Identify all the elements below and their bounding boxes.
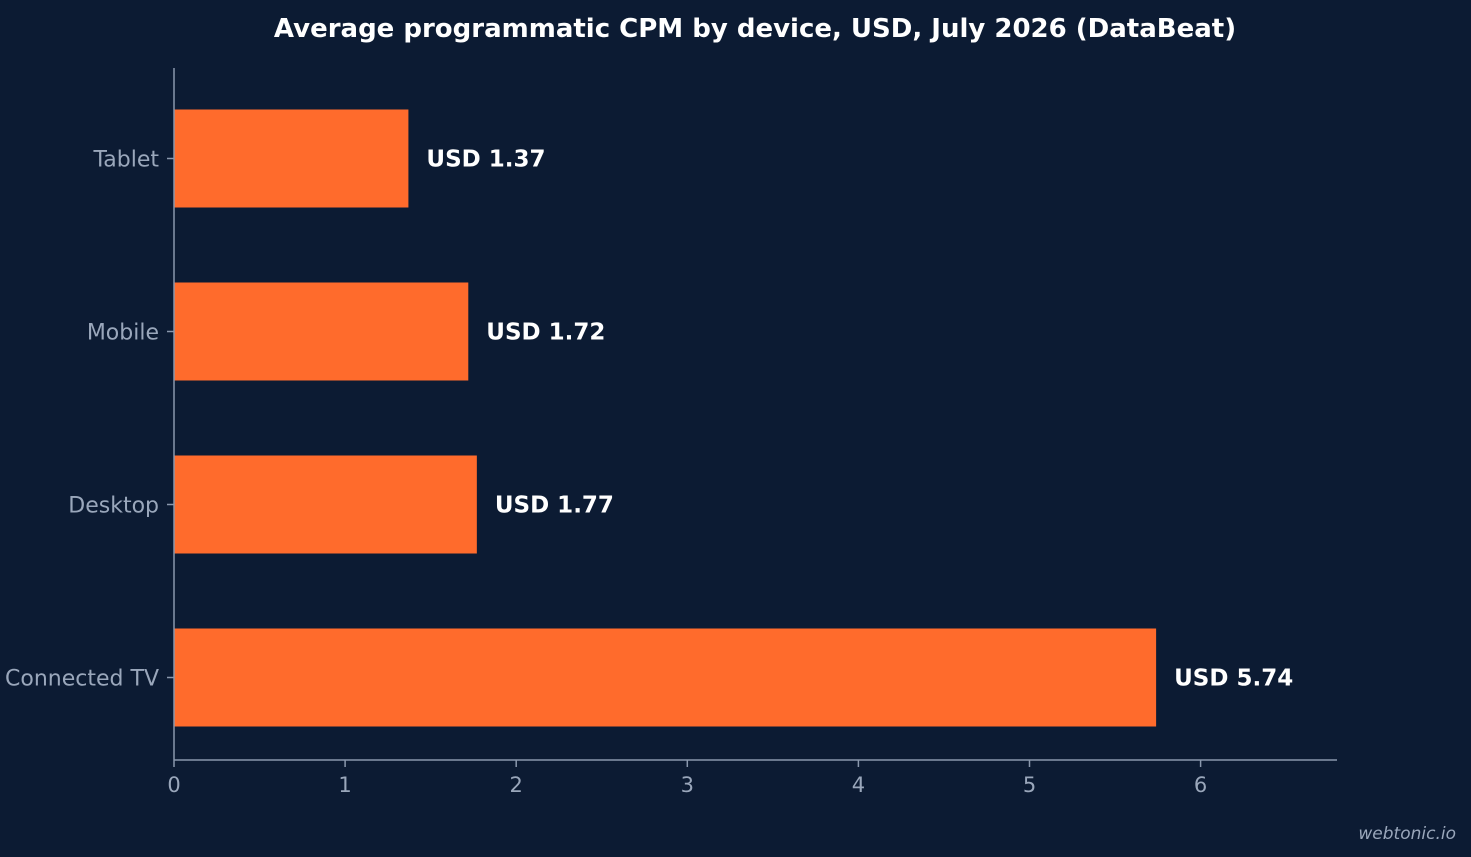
bar-connected-tv — [174, 628, 1157, 727]
bars-layer: USD 1.37 USD 1.72 USD 1.77 USD 5.74 — [174, 109, 1293, 727]
x-tick-label: 4 — [852, 773, 865, 797]
x-tick-label: 3 — [681, 773, 694, 797]
chart-title: Average programmatic CPM by device, USD,… — [274, 14, 1236, 44]
x-tick-label: 0 — [167, 773, 180, 797]
watermark-text: webtonic.io — [1358, 824, 1456, 844]
category-label-desktop: Desktop — [68, 494, 159, 519]
bar-mobile — [174, 282, 469, 381]
category-label-tablet: Tablet — [92, 148, 159, 173]
x-tick-label: 2 — [510, 773, 523, 797]
bar-desktop — [174, 455, 477, 554]
x-tick-label: 5 — [1023, 773, 1036, 797]
data-label-desktop: USD 1.77 — [495, 493, 614, 519]
x-tick-label: 6 — [1194, 773, 1207, 797]
x-tick-label: 1 — [338, 773, 351, 797]
data-label-mobile: USD 1.72 — [486, 320, 605, 346]
category-label-connected-tv: Connected TV — [5, 667, 159, 692]
data-label-connected-tv: USD 5.74 — [1174, 666, 1293, 692]
axes-layer: Tablet Mobile Desktop Connected TV 0 1 2 3 4 5 6 — [5, 68, 1337, 797]
category-label-mobile: Mobile — [87, 321, 159, 346]
data-label-tablet: USD 1.37 — [426, 147, 545, 173]
bar-tablet — [174, 109, 409, 208]
